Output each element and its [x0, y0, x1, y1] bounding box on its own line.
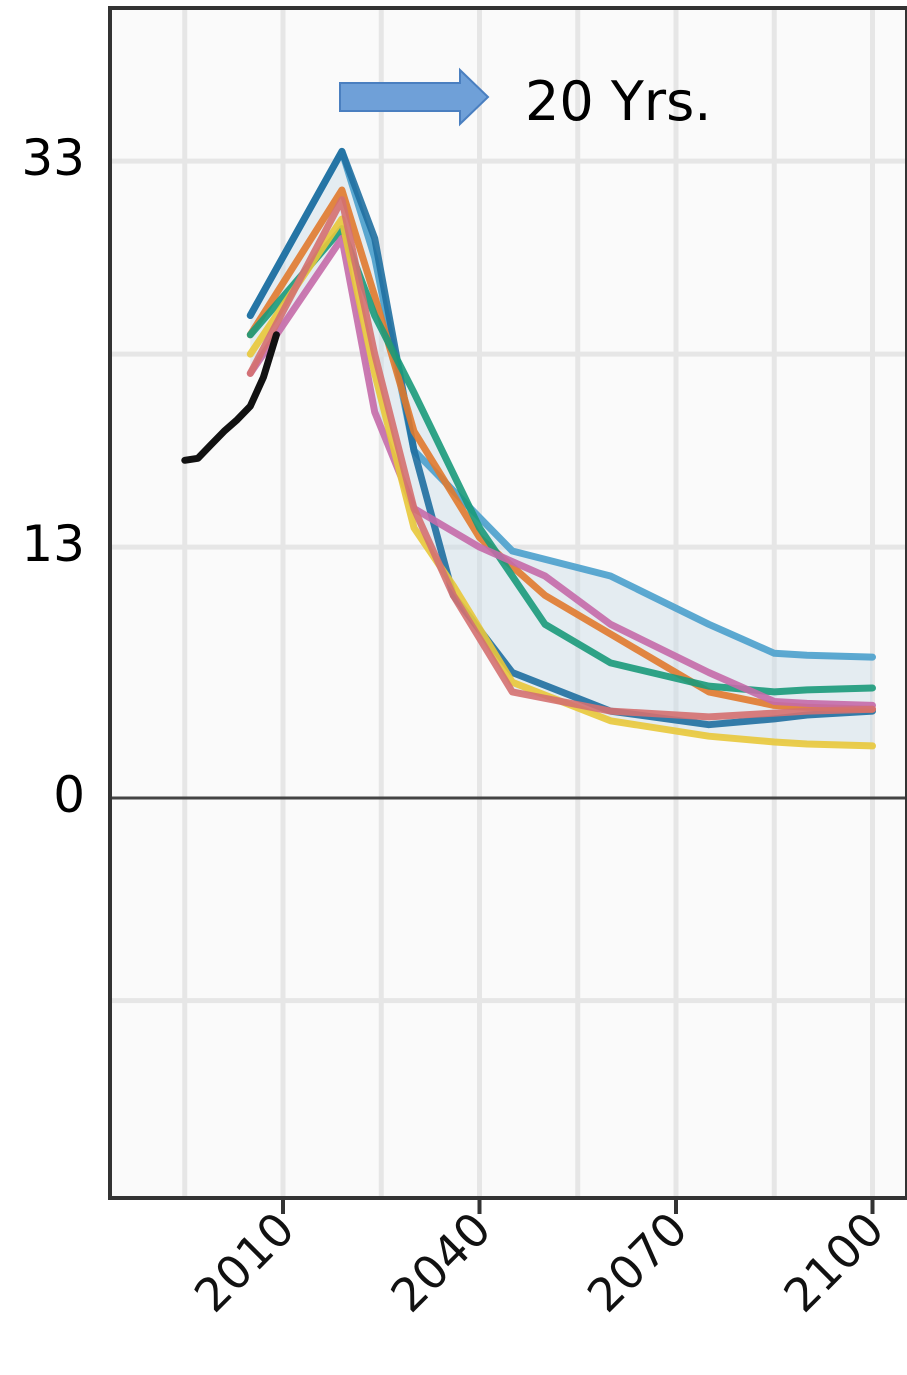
x-tick-label-2040: 2040: [380, 1202, 501, 1323]
x-tick-label-2070: 2070: [577, 1202, 698, 1323]
y-tick-label-33: 33: [21, 129, 85, 188]
y-tick-label-13: 13: [21, 515, 85, 574]
annotation-arrow: [339, 67, 490, 127]
historical-line: [181, 331, 280, 464]
scenario-line-3: [246, 186, 876, 713]
scenario-line-6: [246, 215, 876, 750]
scenario-line-5: [246, 234, 876, 709]
x-tick-label-2100: 2100: [773, 1202, 894, 1323]
right-arrow-icon: [339, 67, 490, 127]
series-lines: [181, 147, 876, 750]
plot-frame: [108, 6, 907, 1200]
x-axis: 2010 2040 2070 2100: [184, 1198, 894, 1323]
scenario-line-2: [246, 147, 876, 729]
x-tick-label-2010: 2010: [184, 1202, 305, 1323]
annotation-text: 20 Yrs.: [525, 70, 712, 133]
y-tick-label-0: 0: [53, 766, 85, 824]
scenario-line-7: [246, 196, 876, 721]
